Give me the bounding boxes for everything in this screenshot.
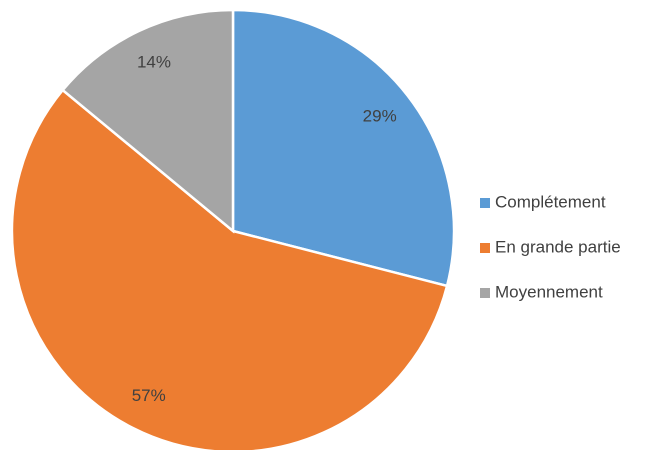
legend-swatch bbox=[480, 243, 490, 253]
data-label: 14% bbox=[137, 53, 171, 72]
legend-label: En grande partie bbox=[495, 237, 621, 256]
data-label: 29% bbox=[363, 107, 397, 126]
pie-slice bbox=[10, 88, 449, 450]
legend-swatch bbox=[480, 288, 490, 298]
legend-label: Complétement bbox=[495, 192, 606, 211]
pie-slice bbox=[60, 8, 235, 234]
data-label: 57% bbox=[132, 386, 166, 405]
legend-label: Moyennement bbox=[495, 282, 603, 301]
legend-swatch bbox=[480, 198, 490, 208]
pie-slice bbox=[231, 8, 456, 288]
